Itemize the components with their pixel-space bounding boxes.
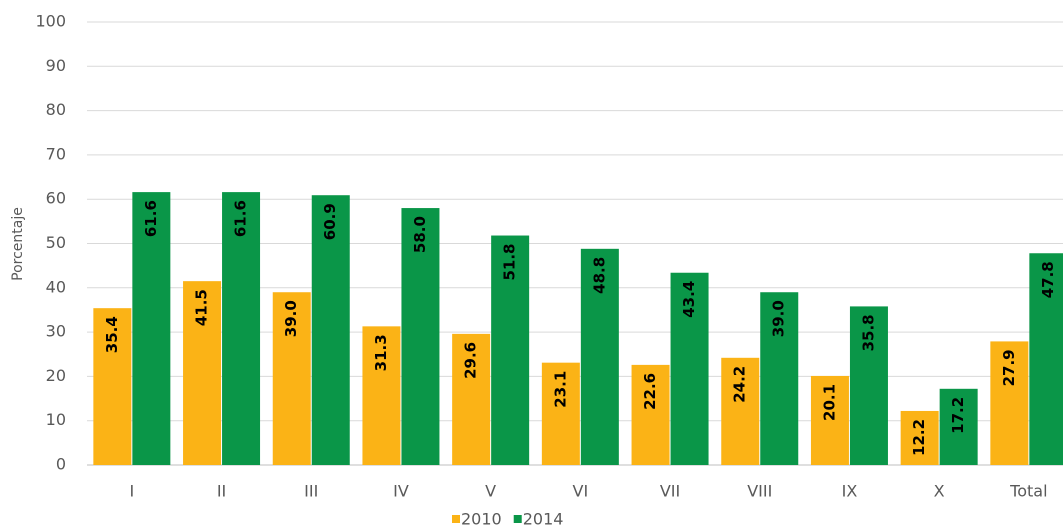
legend-label: 2014 — [523, 510, 564, 529]
data-label: 43.4 — [680, 281, 698, 318]
data-label: 35.8 — [859, 314, 877, 351]
bar — [222, 192, 261, 465]
y-tick-label: 90 — [46, 56, 66, 75]
data-label: 35.4 — [103, 316, 121, 353]
data-label: 39.0 — [770, 300, 788, 337]
bar — [631, 364, 670, 465]
y-tick-label: 50 — [46, 233, 66, 252]
legend-swatch — [452, 515, 460, 523]
legend-swatch — [513, 515, 522, 523]
legend-label: 2010 — [461, 510, 502, 529]
data-label: 17.2 — [949, 397, 967, 434]
x-tick-label: VIII — [747, 482, 772, 501]
bar — [990, 341, 1029, 465]
bar — [362, 326, 401, 465]
y-axis-label: Porcentaje — [10, 207, 26, 281]
y-tick-label: 0 — [56, 455, 66, 474]
bar — [580, 248, 619, 465]
bar — [939, 388, 978, 465]
y-tick-label: 80 — [46, 100, 66, 119]
x-tick-label: IX — [842, 482, 858, 501]
bar — [849, 306, 888, 465]
x-tick-label: III — [304, 482, 318, 501]
data-label: 12.2 — [910, 419, 928, 456]
y-tick-label: 40 — [46, 277, 66, 296]
data-label: 58.0 — [411, 216, 429, 253]
data-label: 20.1 — [820, 384, 838, 421]
x-tick-label: X — [934, 482, 945, 501]
bar — [721, 357, 760, 465]
bar — [452, 333, 491, 465]
data-label: 61.6 — [142, 200, 160, 237]
data-label: 41.5 — [193, 289, 211, 326]
bar — [491, 235, 530, 465]
data-label: 31.3 — [372, 334, 390, 371]
y-tick-label: 10 — [46, 410, 66, 429]
data-label: 51.8 — [501, 244, 519, 281]
data-label: 47.8 — [1039, 261, 1057, 298]
y-tick-label: 20 — [46, 366, 66, 385]
y-tick-label: 100 — [35, 12, 66, 31]
bar — [670, 272, 709, 465]
x-tick-label: IV — [393, 482, 409, 501]
x-tick-label: Total — [1009, 482, 1047, 501]
y-tick-label: 60 — [46, 189, 66, 208]
y-tick-label: 30 — [46, 322, 66, 341]
bar — [810, 375, 849, 465]
data-label: 48.8 — [590, 257, 608, 294]
bar — [541, 362, 580, 465]
bar — [900, 410, 939, 465]
bar — [311, 195, 350, 465]
bar — [132, 192, 171, 465]
bar — [401, 208, 440, 465]
bar — [93, 308, 132, 465]
x-tick-label: I — [129, 482, 134, 501]
data-label: 24.2 — [731, 366, 749, 403]
data-label: 23.1 — [551, 371, 569, 408]
bar — [760, 292, 799, 465]
y-tick-label: 70 — [46, 144, 66, 163]
x-tick-label: V — [485, 482, 496, 501]
data-label: 61.6 — [232, 200, 250, 237]
x-tick-label: II — [217, 482, 226, 501]
data-label: 39.0 — [282, 300, 300, 337]
x-tick-label: VII — [660, 482, 680, 501]
bar — [272, 292, 311, 465]
x-tick-label: VI — [573, 482, 589, 501]
data-label: 29.6 — [462, 342, 480, 379]
data-label: 27.9 — [1000, 349, 1018, 386]
data-label: 22.6 — [641, 373, 659, 410]
bar — [183, 281, 222, 465]
data-label: 60.9 — [321, 203, 339, 240]
bar — [1029, 253, 1063, 465]
